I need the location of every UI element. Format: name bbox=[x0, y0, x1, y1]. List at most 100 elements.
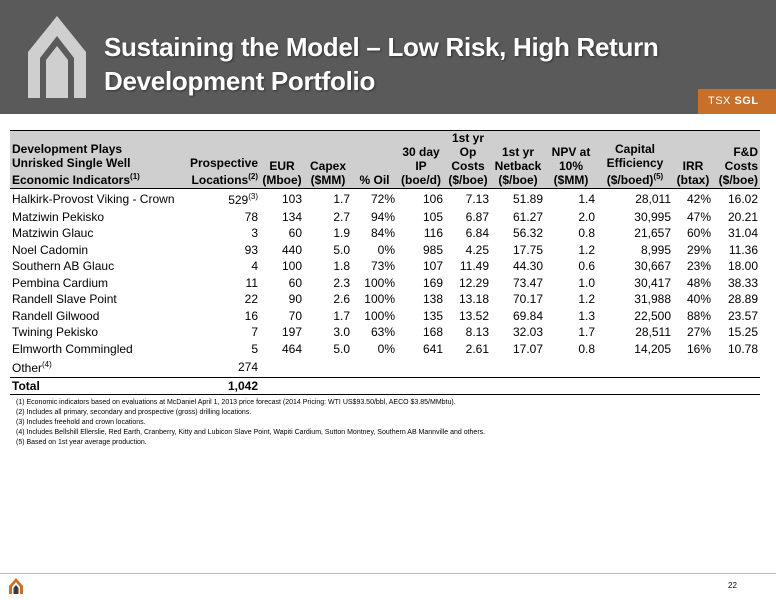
table-cell: 2.61 bbox=[465, 341, 489, 356]
table-cell: 1.2 bbox=[578, 292, 595, 306]
table-cell: (Mboe) bbox=[262, 173, 302, 187]
table-cell: 0.8 bbox=[578, 226, 595, 240]
footnote: (1) Economic indicators based on evaluat… bbox=[16, 399, 456, 406]
table-cell: 440 bbox=[281, 242, 302, 257]
table-cell: Other(4) bbox=[10, 357, 178, 377]
table-row: Noel Cadomin 93 440 5.0 0% 985 4.25 17.75 1.2 8,9… bbox=[10, 242, 760, 259]
table-cell bbox=[445, 357, 491, 377]
table-row: Southern AB Glauc 4 100 1.8 73% 107 11.49 44.30… bbox=[10, 258, 760, 275]
table-cell: 5 bbox=[251, 341, 258, 356]
table-cell: NPV at bbox=[551, 145, 591, 159]
ticker-symbol: SGL bbox=[734, 95, 759, 107]
table-cell: 88% bbox=[686, 308, 711, 323]
table-cell: Development Plays bbox=[12, 142, 123, 156]
table-cell: 14,205 bbox=[634, 341, 671, 356]
table-cell: 1st yr bbox=[501, 145, 535, 159]
table-cell: Matziwin Glauc bbox=[12, 226, 94, 240]
table-cell: 106 bbox=[422, 191, 443, 206]
table-cell: 38.33 bbox=[727, 275, 758, 290]
header-band: Sustaining the Model – Low Risk, High Re… bbox=[0, 0, 776, 114]
table-cell: 105 bbox=[422, 209, 443, 224]
header-npv: NPV at 10% ($MM) bbox=[545, 130, 597, 189]
table-cell: 84% bbox=[370, 226, 395, 240]
ticker-badge: TSX SGL bbox=[698, 89, 776, 114]
table-cell: 641 bbox=[422, 341, 443, 356]
total-row: Total 1,042 bbox=[10, 376, 760, 395]
table-cell bbox=[673, 357, 713, 377]
footer-divider bbox=[0, 573, 776, 574]
header-oil: % Oil bbox=[352, 130, 397, 189]
table-row: Matziwin Glauc 3 60 1.9 84% 116 6.84 56.32 0.8 21… bbox=[10, 225, 760, 242]
header-irr: IRR (btax) bbox=[673, 130, 713, 189]
table-cell: Economic Indicators bbox=[12, 173, 131, 187]
footnote: (2) Includes all primary, secondary and … bbox=[16, 409, 252, 416]
table-cell: 138 bbox=[422, 292, 443, 306]
table-cell: 529 bbox=[228, 193, 249, 207]
table-cell: 61.27 bbox=[512, 209, 543, 224]
table-cell: 16.02 bbox=[727, 191, 758, 206]
table-cell: 8,995 bbox=[640, 242, 671, 257]
table-cell: (boe/d) bbox=[401, 173, 441, 187]
table-cell: Southern AB Glauc bbox=[12, 259, 115, 273]
table-cell: 100 bbox=[281, 259, 302, 273]
table-cell: 27% bbox=[686, 325, 711, 339]
table-cell bbox=[260, 357, 304, 377]
table-cell: 529(3) bbox=[178, 189, 260, 209]
table-cell: 107 bbox=[422, 259, 443, 273]
table-cell: 90 bbox=[288, 292, 302, 306]
table-cell: 94% bbox=[370, 209, 395, 224]
table-cell: 168 bbox=[422, 325, 443, 339]
table-cell bbox=[713, 376, 760, 395]
table-cell: 12.29 bbox=[458, 275, 489, 290]
table-cell: IP bbox=[415, 159, 427, 173]
footnote-marker: (3) bbox=[248, 192, 258, 201]
table-cell: 13.18 bbox=[458, 292, 489, 306]
table-cell: 28.89 bbox=[727, 292, 758, 306]
table-cell: 72% bbox=[370, 191, 395, 206]
table-cell: IRR bbox=[682, 159, 704, 173]
table-cell: 23.57 bbox=[727, 308, 758, 323]
table-cell bbox=[597, 357, 673, 377]
table-cell bbox=[260, 376, 304, 395]
table-cell: 7.13 bbox=[465, 191, 489, 206]
table-cell: ($/boe) bbox=[448, 173, 488, 187]
table-cell bbox=[352, 357, 397, 377]
table-cell: 30,667 bbox=[634, 259, 671, 273]
table-cell: 197 bbox=[281, 325, 302, 339]
footnote: (5) Based on 1st year average production… bbox=[16, 439, 147, 446]
table-cell: Other bbox=[12, 361, 43, 375]
table-cell: Efficiency bbox=[606, 156, 664, 170]
table-cell bbox=[545, 357, 597, 377]
table-cell: 73.47 bbox=[512, 275, 543, 290]
table-cell bbox=[491, 357, 545, 377]
table-cell: 2.3 bbox=[333, 275, 350, 290]
table-cell: 7 bbox=[251, 325, 258, 339]
table-row: Twining Pekisko 7 197 3.0 63% 168 8.13 32.03 1.7… bbox=[10, 324, 760, 341]
table-cell: 0% bbox=[377, 242, 395, 257]
table-cell: 4.25 bbox=[465, 242, 489, 257]
table-cell: Op bbox=[459, 145, 477, 159]
table-cell: 22,500 bbox=[634, 308, 671, 323]
footnote-marker: (2) bbox=[248, 172, 258, 181]
table-cell: EUR bbox=[269, 159, 295, 173]
table-cell: ($/boe) bbox=[498, 173, 538, 187]
table-cell: 1.7 bbox=[578, 325, 595, 339]
footnote: (3) Includes freehold and crown location… bbox=[16, 419, 146, 426]
table-cell: 28,011 bbox=[635, 191, 671, 206]
table-cell bbox=[673, 376, 713, 395]
page-title: Sustaining the Model – Low Risk, High Re… bbox=[104, 30, 659, 98]
header-plays: Development Plays Unrisked Single Well Eco… bbox=[10, 130, 178, 189]
table-cell: Costs bbox=[724, 159, 758, 173]
title-line-2: Development Portfolio bbox=[104, 66, 376, 96]
table-cell: 2.6 bbox=[333, 292, 350, 306]
footnote-marker: (4) bbox=[42, 360, 52, 369]
table-cell: 8.13 bbox=[465, 325, 489, 339]
table-cell: 73% bbox=[370, 259, 395, 273]
table-cell: 60 bbox=[288, 226, 302, 240]
table-cell: 5.0 bbox=[333, 242, 350, 257]
table-cell: F&D bbox=[733, 145, 758, 159]
table-cell: 1st yr bbox=[451, 131, 485, 145]
table-cell: 23% bbox=[686, 259, 711, 273]
table-cell: 5.0 bbox=[333, 341, 350, 356]
table-cell: 1.0 bbox=[578, 275, 595, 290]
